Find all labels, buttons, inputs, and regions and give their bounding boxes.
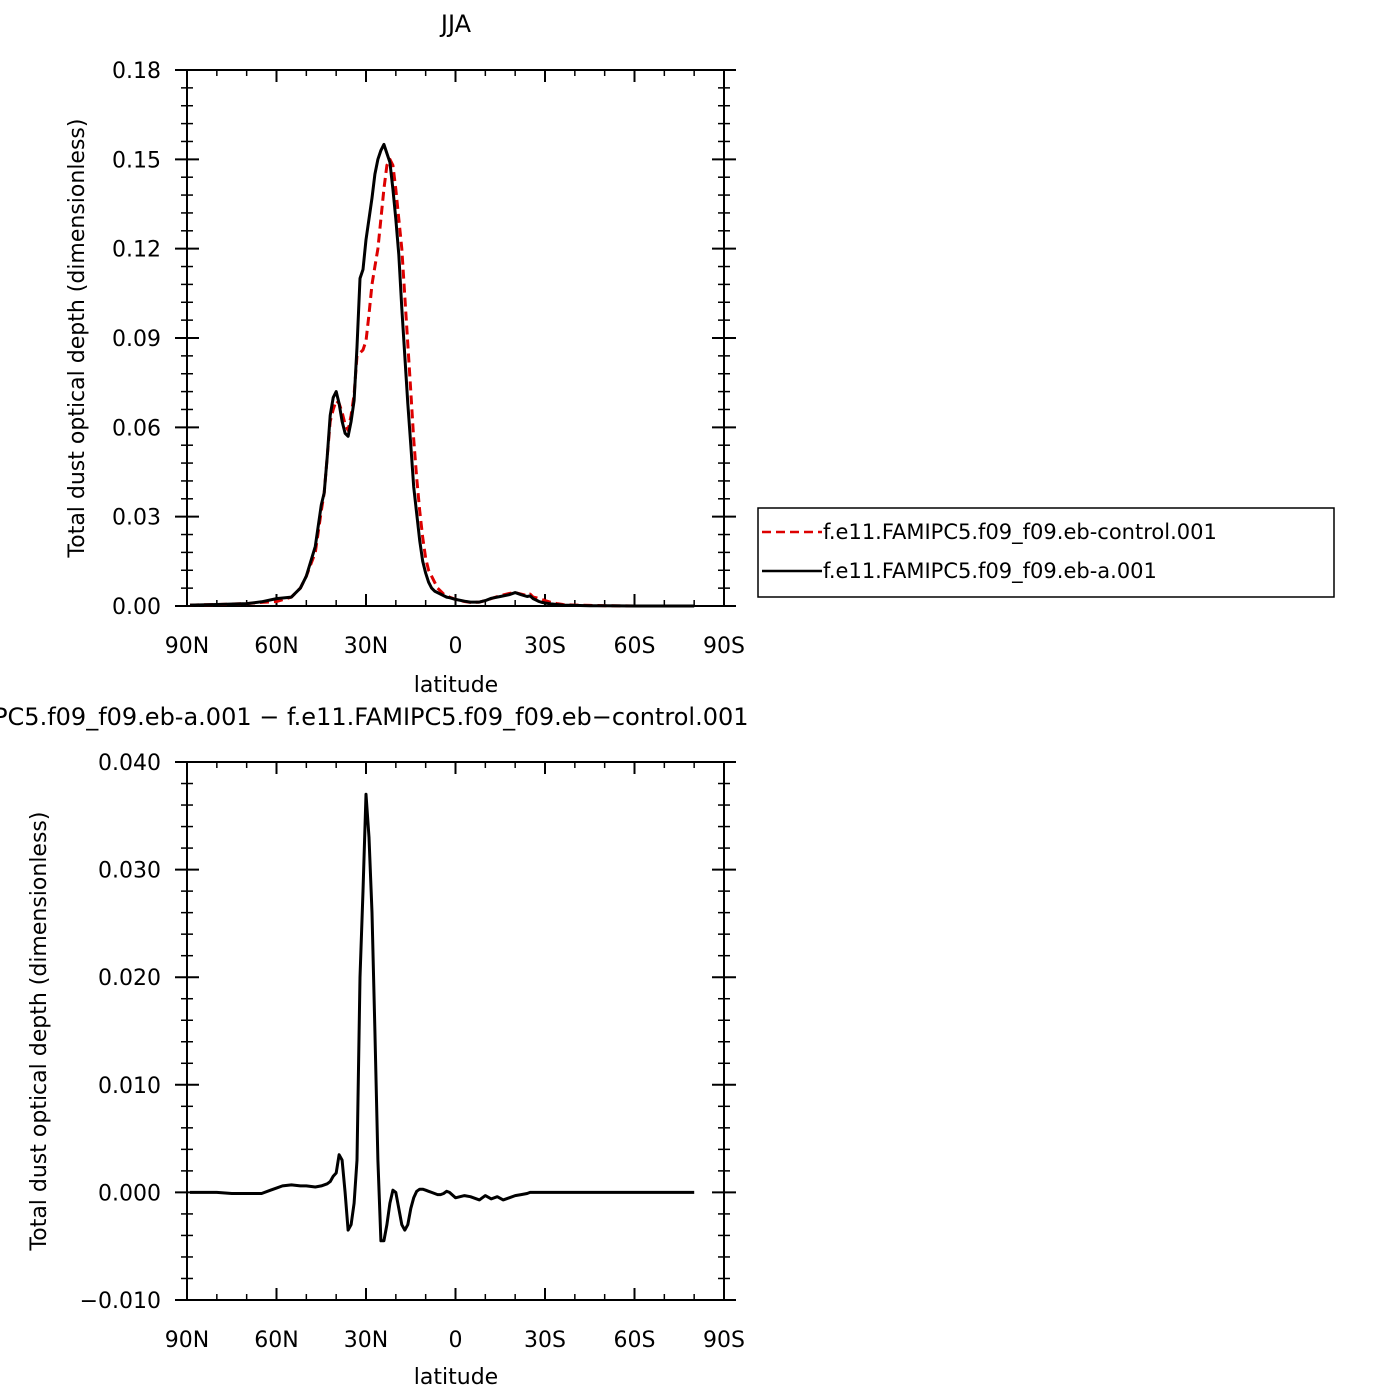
series-line-1 xyxy=(189,142,695,608)
x-tick-label: 90N xyxy=(165,1328,209,1353)
y-tick-label: 0.18 xyxy=(112,59,161,84)
x-axis-label: latitude xyxy=(414,1365,498,1390)
x-tick-label: 60S xyxy=(614,1328,656,1353)
x-tick-label: 90N xyxy=(165,634,209,659)
x-tick-label: 0 xyxy=(449,1328,463,1353)
y-tick-label: 0.010 xyxy=(98,1074,161,1099)
y-axis-label: Total dust optical depth (dimensionless) xyxy=(65,119,90,559)
legend-box xyxy=(757,507,1335,598)
plot-frame xyxy=(186,761,725,1301)
legend: f.e11.FAMIPC5.f09_f09.eb-control.001 f.e… xyxy=(757,507,1335,598)
legend-label-control: f.e11.FAMIPC5.f09_f09.eb-control.001 xyxy=(823,520,1217,545)
x-tick-label: 30S xyxy=(524,634,566,659)
y-tick-label: 0.09 xyxy=(112,327,161,352)
x-tick-label: 30N xyxy=(344,634,388,659)
x-tick-label: 60S xyxy=(614,634,656,659)
y-tick-label: 0.12 xyxy=(112,238,161,263)
y-tick-label: 0.00 xyxy=(112,595,161,620)
x-tick-label: 60N xyxy=(254,634,298,659)
y-tick-label: 0.000 xyxy=(98,1181,161,1206)
series-line-0 xyxy=(190,792,695,1243)
difference-chart-title: f.e11.FAMIPC5.f09_f09.eb-a.001 − f.e11.F… xyxy=(0,703,749,731)
top-chart-panel: JJA 90N 60N 30N 0 30S 60S 90S 0.00 0.03 0.06 0.09 0… xyxy=(65,10,1335,698)
y-tick-label: 0.06 xyxy=(112,416,161,441)
y-tick-label: 0.15 xyxy=(112,148,161,173)
legend-label-eb-a: f.e11.FAMIPC5.f09_f09.eb-a.001 xyxy=(823,559,1157,584)
y-axis-label: Total dust optical depth (dimensionless) xyxy=(27,812,52,1252)
x-tick-label: 90S xyxy=(703,1328,745,1353)
y-tick-label: 0.030 xyxy=(98,859,161,884)
x-tick-label: 0 xyxy=(449,634,463,659)
series-line-0 xyxy=(189,157,695,608)
x-tick-label: 60N xyxy=(254,1328,298,1353)
top-plot-area: 90N 60N 30N 0 30S 60S 90S 0.00 0.03 0.06 0.09 0.12 0… xyxy=(112,59,745,659)
y-tick-label: 0.020 xyxy=(98,966,161,991)
x-tick-label: 30S xyxy=(524,1328,566,1353)
y-tick-label: 0.040 xyxy=(98,751,161,776)
plot-frame xyxy=(186,69,725,607)
y-tick-label: 0.03 xyxy=(112,506,161,531)
bottom-chart-panel: f.e11.FAMIPC5.f09_f09.eb-a.001 − f.e11.F… xyxy=(0,703,749,1390)
bottom-plot-area: 90N 60N 30N 0 30S 60S 90S −0.010 0.000 0.010 0.020… xyxy=(80,751,745,1353)
x-axis-label: latitude xyxy=(414,673,498,698)
chart-title: JJA xyxy=(439,10,472,38)
y-tick-label: −0.010 xyxy=(80,1289,161,1314)
x-tick-label: 30N xyxy=(344,1328,388,1353)
x-tick-label: 90S xyxy=(703,634,745,659)
